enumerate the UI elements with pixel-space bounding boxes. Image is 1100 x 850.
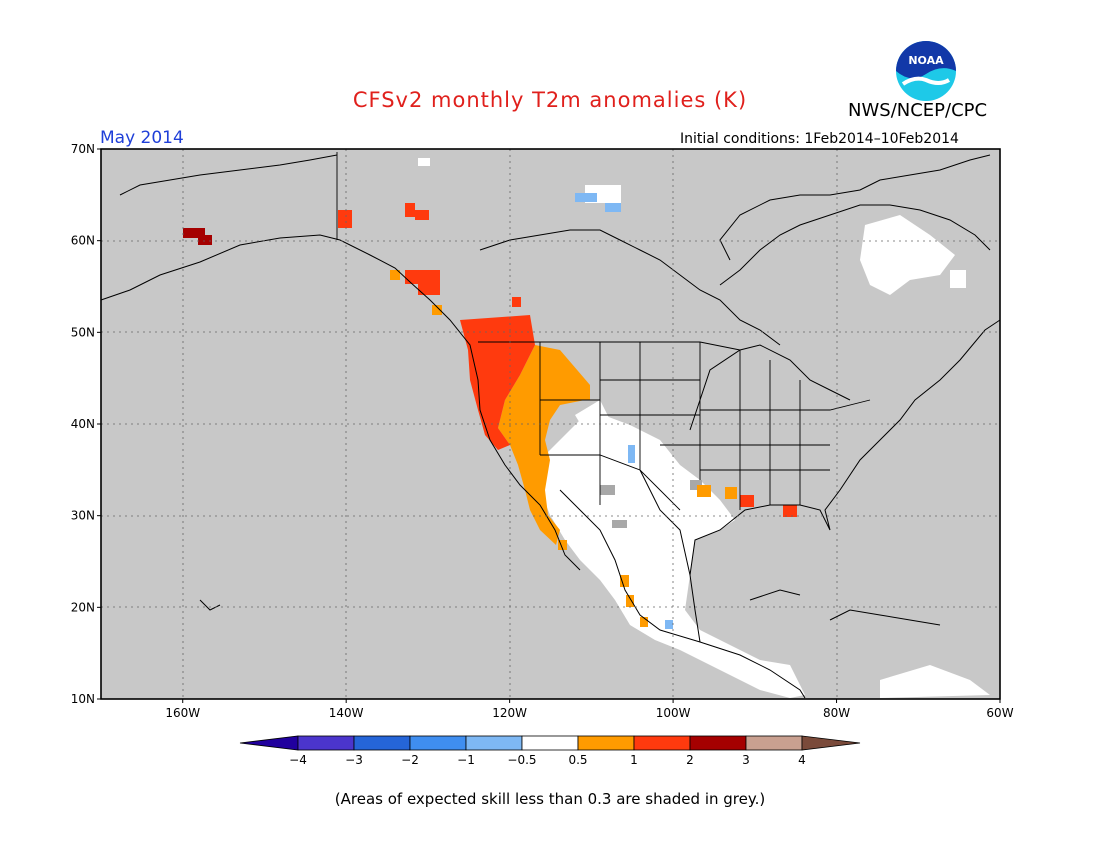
- strong-warm-anomaly-patches: [338, 203, 797, 517]
- organization-label: NWS/NCEP/CPC: [848, 100, 988, 121]
- lat-tick-label: 30N: [71, 509, 95, 523]
- longitude-axis: 160W 140W 120W 100W 80W 60W: [165, 699, 1014, 720]
- colorbar-label: 4: [798, 753, 806, 767]
- lon-tick-label: 80W: [823, 706, 850, 720]
- cold-anomaly-patches: [575, 193, 673, 629]
- footnote: (Areas of expected skill less than 0.3 a…: [334, 790, 766, 808]
- lat-tick-label: 60N: [71, 234, 95, 248]
- svg-text:NOAA: NOAA: [908, 54, 944, 67]
- lon-tick-label: 120W: [492, 706, 527, 720]
- extreme-warm-anomaly-patches: [183, 228, 212, 245]
- lon-tick-label: 60W: [986, 706, 1013, 720]
- colorbar-legend: −4 −3 −2 −1 −0.5 0.5 1 2 3 4: [239, 735, 861, 767]
- colorbar-label: 0.5: [568, 753, 587, 767]
- lat-tick-label: 10N: [71, 692, 95, 706]
- initial-conditions: Initial conditions: 1Feb2014–10Feb2014: [680, 131, 959, 147]
- map-title: CFSv2 monthly T2m anomalies (K): [352, 88, 748, 112]
- colorbar-swatch: [409, 735, 467, 751]
- colorbar-swatch: [353, 735, 411, 751]
- colorbar-high-arrow: [801, 735, 861, 751]
- lat-tick-label: 20N: [71, 600, 95, 614]
- political-borders: [336, 152, 871, 511]
- colorbar-label: −3: [345, 753, 363, 767]
- colorbar-low-arrow: [239, 735, 299, 751]
- low-skill-patches: [600, 480, 702, 528]
- graticule: [101, 149, 1000, 699]
- colorbar-label: −4: [289, 753, 307, 767]
- lon-tick-label: 100W: [656, 706, 691, 720]
- colorbar-label: 2: [686, 753, 694, 767]
- coastlines: [100, 154, 1001, 699]
- forecast-period: May 2014: [100, 128, 184, 148]
- lon-tick-label: 160W: [165, 706, 200, 720]
- latitude-axis: 70N 60N 50N 40N 30N 20N 10N: [71, 142, 101, 706]
- lat-tick-label: 70N: [71, 142, 95, 156]
- warm-anomaly-patches: [390, 270, 737, 627]
- lat-tick-label: 50N: [71, 325, 95, 339]
- colorbar-swatch: [689, 735, 747, 751]
- colorbar-swatch: [465, 735, 523, 751]
- colorbar-label: −1: [457, 753, 475, 767]
- colorbar-label: 3: [742, 753, 750, 767]
- lon-tick-label: 140W: [329, 706, 364, 720]
- map-background: [101, 149, 1000, 699]
- colorbar-label: −0.5: [507, 753, 536, 767]
- colorbar-swatch: [297, 735, 355, 751]
- colorbar-swatch: [521, 735, 579, 751]
- colorbar-swatch: [745, 735, 803, 751]
- near-normal-regions: [418, 158, 990, 698]
- colorbar-swatch: [577, 735, 635, 751]
- colorbar-label: −2: [401, 753, 419, 767]
- lat-tick-label: 40N: [71, 417, 95, 431]
- colorbar-label: 1: [630, 753, 638, 767]
- noaa-logo-icon: NOAA: [896, 41, 956, 101]
- colorbar-swatch: [633, 735, 691, 751]
